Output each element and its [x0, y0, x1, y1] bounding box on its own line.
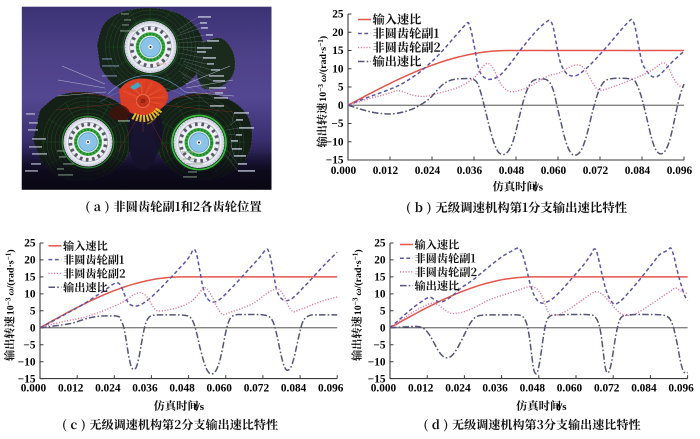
- svg-text:−5: −5: [23, 339, 35, 351]
- svg-text:0.048: 0.048: [499, 165, 525, 177]
- svg-text:−10: −10: [326, 136, 344, 148]
- svg-text:5: 5: [338, 82, 344, 94]
- svg-text:t/s: t/s: [533, 182, 544, 194]
- svg-text:5: 5: [30, 306, 36, 318]
- svg-text:0.060: 0.060: [206, 383, 232, 395]
- svg-text:0.096: 0.096: [667, 165, 693, 177]
- svg-text:0.072: 0.072: [594, 383, 620, 395]
- svg-text:0.072: 0.072: [244, 383, 270, 395]
- svg-text:0: 0: [30, 322, 36, 334]
- svg-text:0.024: 0.024: [415, 165, 441, 177]
- svg-text:0.024: 0.024: [95, 383, 121, 395]
- svg-text:0.012: 0.012: [373, 165, 399, 177]
- svg-text:0.036: 0.036: [457, 165, 483, 177]
- svg-text:0.012: 0.012: [58, 383, 84, 395]
- svg-text:10: 10: [24, 289, 36, 301]
- svg-text:15: 15: [332, 45, 344, 57]
- svg-text:−10: −10: [18, 356, 36, 368]
- svg-text:0.060: 0.060: [557, 383, 583, 395]
- svg-text:−5: −5: [373, 339, 385, 351]
- svg-text:20: 20: [374, 255, 386, 267]
- svg-text:−15: −15: [326, 155, 344, 167]
- svg-text:−15: −15: [368, 373, 386, 385]
- svg-text:0: 0: [380, 322, 386, 334]
- svg-text:25: 25: [374, 238, 386, 250]
- svg-text:25: 25: [332, 9, 344, 21]
- svg-text:0.072: 0.072: [583, 165, 609, 177]
- svg-text:0.036: 0.036: [132, 383, 158, 395]
- svg-text:0.036: 0.036: [482, 383, 508, 395]
- svg-text:20: 20: [332, 27, 344, 39]
- svg-text:25: 25: [24, 238, 36, 250]
- svg-text:0.096: 0.096: [318, 383, 344, 395]
- svg-text:−5: −5: [331, 118, 343, 130]
- svg-text:t/s: t/s: [194, 401, 205, 413]
- svg-text:5: 5: [380, 306, 386, 318]
- svg-text:0.024: 0.024: [445, 383, 471, 395]
- svg-text:10: 10: [374, 289, 386, 301]
- svg-text:15: 15: [24, 272, 36, 284]
- svg-text:−15: −15: [18, 373, 36, 385]
- svg-text:0.084: 0.084: [631, 383, 657, 395]
- svg-text:0.084: 0.084: [625, 165, 651, 177]
- svg-text:0.096: 0.096: [668, 383, 694, 395]
- svg-text:10: 10: [332, 64, 344, 76]
- svg-text:15: 15: [374, 272, 386, 284]
- svg-text:t/s: t/s: [556, 401, 567, 413]
- svg-text:−10: −10: [368, 356, 386, 368]
- svg-text:0: 0: [338, 100, 344, 112]
- svg-text:0.012: 0.012: [408, 383, 434, 395]
- svg-text:20: 20: [24, 255, 36, 267]
- svg-text:0.000: 0.000: [371, 383, 397, 395]
- svg-text:0.048: 0.048: [520, 383, 546, 395]
- svg-text:0.000: 0.000: [331, 165, 357, 177]
- svg-text:0.048: 0.048: [169, 383, 195, 395]
- svg-text:0.084: 0.084: [281, 383, 307, 395]
- svg-text:0.000: 0.000: [21, 383, 47, 395]
- svg-text:0.060: 0.060: [541, 165, 567, 177]
